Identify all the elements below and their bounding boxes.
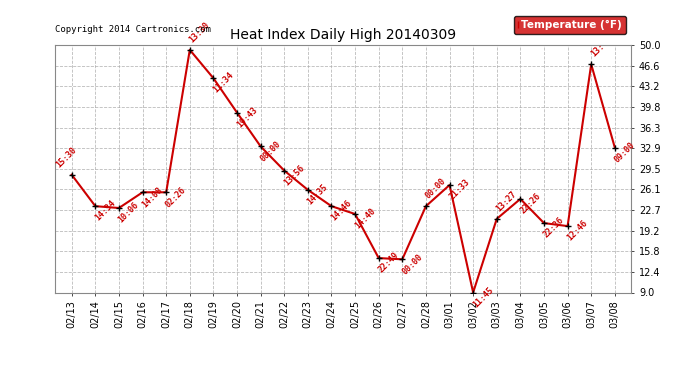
Text: 15:30: 15:30 [55,145,78,169]
Text: 22:36: 22:36 [542,216,566,240]
Text: 13:30: 13:30 [188,20,212,44]
Text: 13:: 13: [589,42,606,59]
Text: 14:35: 14:35 [306,183,330,207]
Text: Copyright 2014 Cartronics.com: Copyright 2014 Cartronics.com [55,25,211,34]
Text: 22:26: 22:26 [518,192,542,216]
Text: 14:40: 14:40 [353,207,377,231]
Text: 02:26: 02:26 [164,185,188,209]
Text: 14:08: 14:08 [140,185,164,209]
Text: 14:46: 14:46 [329,199,353,223]
Text: 11:45: 11:45 [471,285,495,309]
Text: 10:06: 10:06 [117,201,141,225]
Text: 12:46: 12:46 [565,219,589,243]
Text: 00:00: 00:00 [400,252,424,276]
Text: 11:34: 11:34 [211,71,235,95]
Title: Heat Index Daily High 20140309: Heat Index Daily High 20140309 [230,28,456,42]
Text: 13:56: 13:56 [282,163,306,187]
Text: 21:33: 21:33 [447,178,471,202]
Legend: Temperature (°F): Temperature (°F) [514,15,626,34]
Text: 22:49: 22:49 [377,251,400,275]
Text: 13:27: 13:27 [495,189,519,213]
Text: 19:43: 19:43 [235,105,259,129]
Text: 14:34: 14:34 [93,199,117,223]
Text: 00:00: 00:00 [424,177,448,201]
Text: 09:00: 09:00 [613,140,637,164]
Text: 00:00: 00:00 [259,139,282,163]
